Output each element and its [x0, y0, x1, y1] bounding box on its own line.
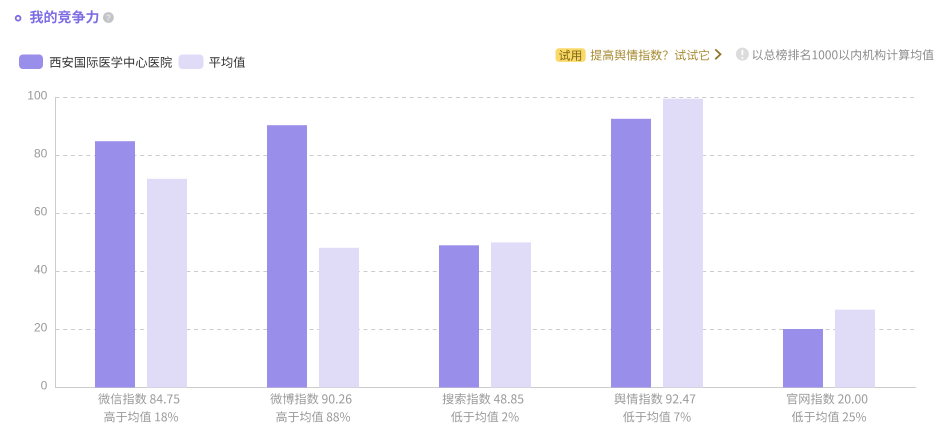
svg-text:?: ?: [106, 12, 111, 22]
svg-text:0: 0: [41, 379, 48, 393]
svg-text:80: 80: [34, 147, 48, 161]
svg-text:100: 100: [27, 89, 47, 103]
svg-text:60: 60: [34, 205, 48, 219]
svg-text:40: 40: [34, 263, 48, 277]
svg-text:20: 20: [34, 321, 48, 335]
